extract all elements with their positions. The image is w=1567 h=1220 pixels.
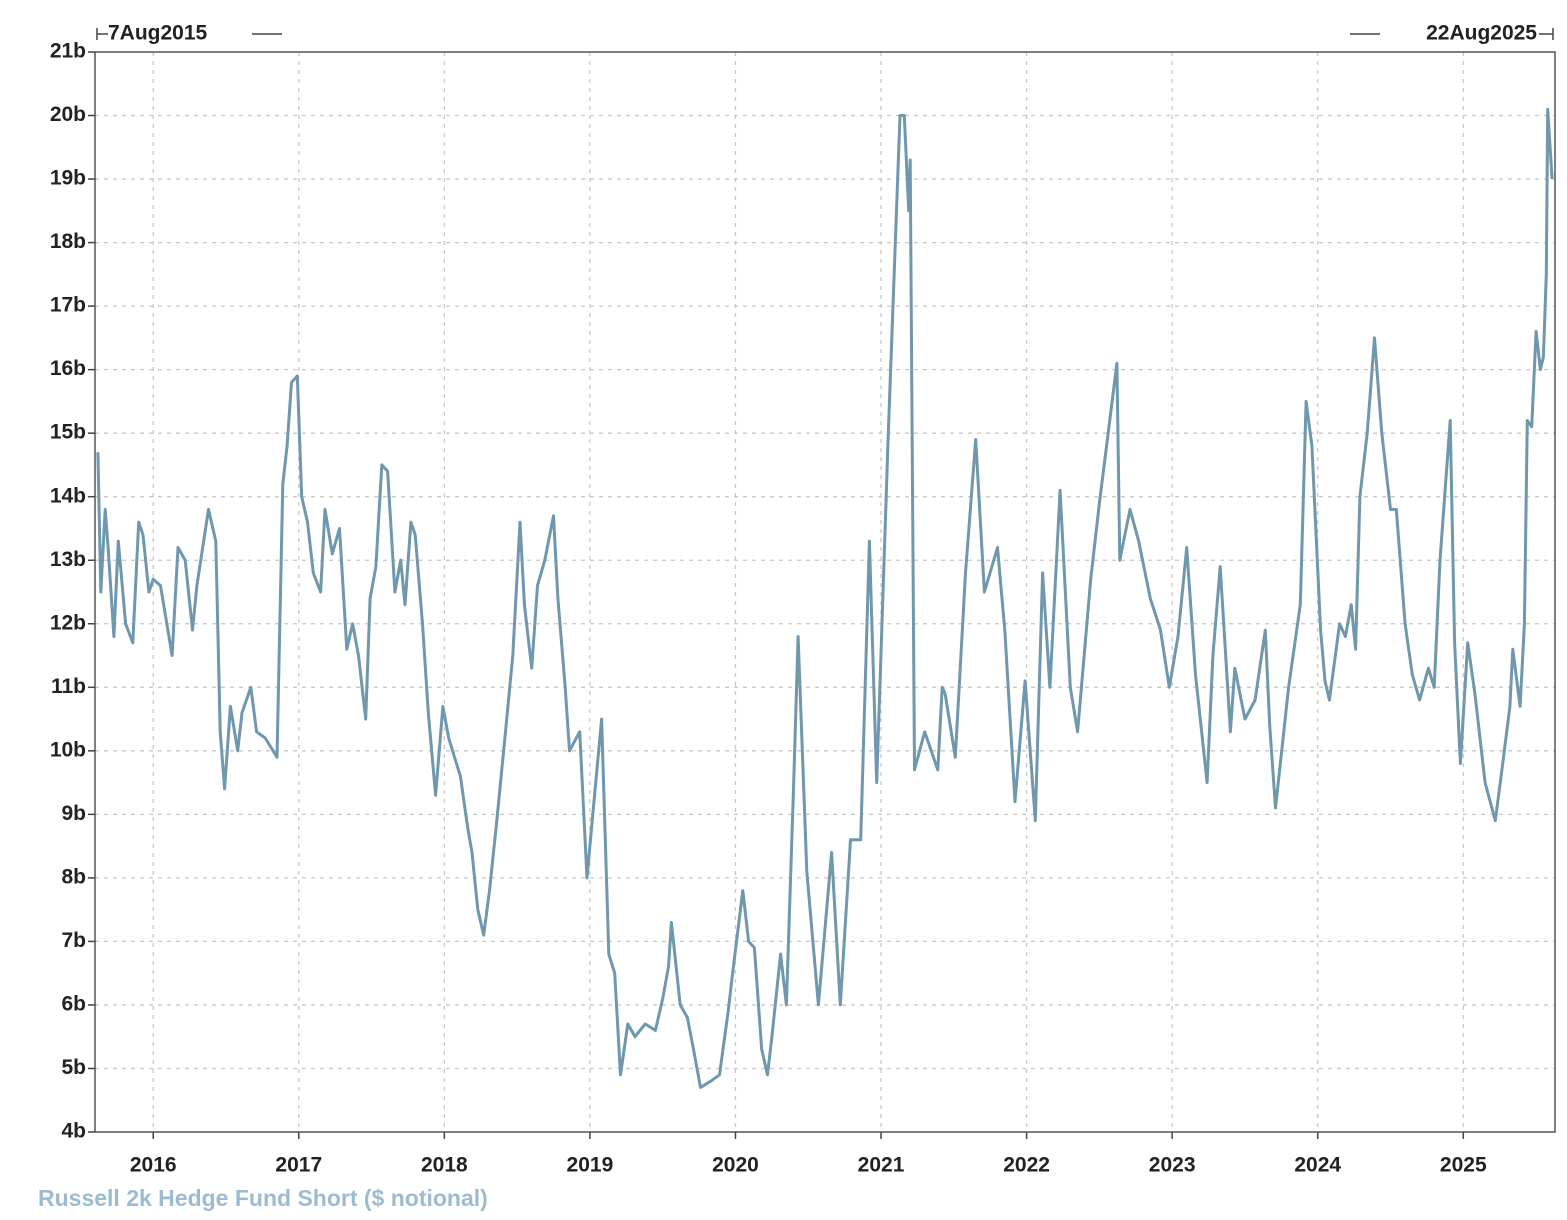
y-tick-label: 9b xyxy=(61,802,86,825)
y-tick-label: 10b xyxy=(50,738,86,761)
x-tick-label: 2023 xyxy=(1149,1154,1196,1177)
x-tick-label: 2020 xyxy=(712,1154,759,1177)
x-tick-label: 2022 xyxy=(1003,1154,1050,1177)
y-tick-label: 13b xyxy=(50,548,86,571)
x-tick-label: 2021 xyxy=(858,1154,905,1177)
x-tick-label: 2024 xyxy=(1294,1154,1341,1177)
x-tick-label: 2018 xyxy=(421,1154,468,1177)
x-tick-label: 2017 xyxy=(275,1154,322,1177)
series-line xyxy=(96,107,1554,1089)
x-tick-label: 2025 xyxy=(1440,1154,1487,1177)
y-tick-label: 18b xyxy=(50,230,86,253)
y-tick-label: 17b xyxy=(50,294,86,317)
y-tick-label: 4b xyxy=(61,1120,86,1143)
y-tick-label: 5b xyxy=(61,1056,86,1079)
y-tick-label: 12b xyxy=(50,611,86,634)
start-date-label: 7Aug2015 xyxy=(108,22,208,45)
x-tick-label: 2016 xyxy=(130,1154,177,1177)
y-tick-label: 16b xyxy=(50,357,86,380)
y-tick-label: 15b xyxy=(50,421,86,444)
plot-frame xyxy=(94,51,1556,1133)
y-tick-label: 19b xyxy=(50,167,86,190)
y-tick-label: 11b xyxy=(51,675,86,698)
y-tick-label: 7b xyxy=(61,929,86,952)
y-tick-label: 8b xyxy=(61,865,86,888)
end-date-label: 22Aug2025 xyxy=(1426,22,1537,45)
y-tick-label: 6b xyxy=(61,992,86,1015)
legend-label: Russell 2k Hedge Fund Short ($ notional) xyxy=(38,1185,488,1211)
y-tick-label: 14b xyxy=(50,484,86,507)
x-tick-label: 2019 xyxy=(567,1154,614,1177)
y-tick-label: 20b xyxy=(50,103,86,126)
y-tick-label: 21b xyxy=(50,40,86,63)
